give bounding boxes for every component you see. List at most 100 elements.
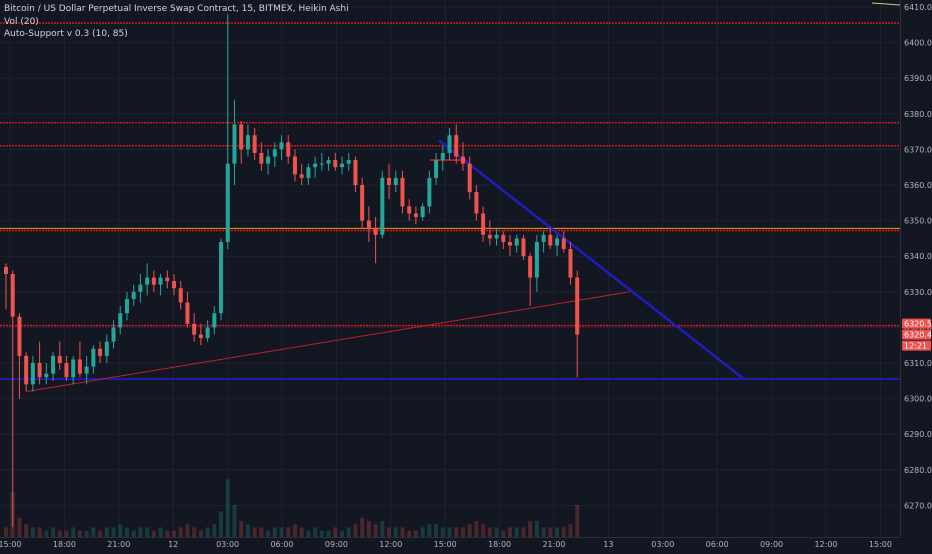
time-axis-tick-label: 12:00 bbox=[379, 540, 402, 549]
volume-bar bbox=[373, 524, 378, 537]
candle-body bbox=[4, 266, 8, 274]
volume-bar bbox=[51, 527, 56, 537]
time-axis[interactable]: 15:00 18:00 21:00 12 03:00 06:00 09:00 12:00 15:… bbox=[0, 537, 900, 550]
candle-body bbox=[151, 277, 156, 285]
price-axis-tick-label: 6370.0 bbox=[904, 145, 932, 154]
auto-support-indicator-label[interactable]: Auto-Support v 0.3 (10, 85) bbox=[4, 29, 128, 39]
time-axis-tick-label: 09:00 bbox=[760, 540, 783, 549]
candle-body bbox=[440, 152, 445, 161]
volume-bar bbox=[118, 524, 123, 537]
time-axis-tick-label: 18:00 bbox=[488, 540, 511, 549]
candle-body bbox=[467, 163, 472, 193]
candle-body bbox=[104, 341, 109, 356]
volume-bar bbox=[487, 527, 492, 537]
price-axis-background bbox=[900, 0, 932, 550]
volume-bar bbox=[131, 530, 136, 537]
candle-body bbox=[387, 177, 392, 185]
price-axis-tick-label: 6390.0 bbox=[904, 74, 932, 83]
candle-body bbox=[91, 348, 96, 367]
price-axis[interactable]: 6410.0 6400.0 6390.0 6380.0 6370.0 6360.0 6350… bbox=[900, 0, 932, 550]
candle-body bbox=[474, 192, 479, 214]
volume-bar bbox=[333, 527, 338, 537]
volume-bar bbox=[319, 530, 324, 537]
volume-bar bbox=[427, 524, 432, 537]
volume-bar bbox=[4, 527, 8, 537]
volume-bar bbox=[501, 530, 506, 537]
volume-indicator-label[interactable]: Vol (20) bbox=[4, 16, 39, 27]
volume-bar bbox=[245, 524, 250, 537]
candle-body bbox=[212, 313, 217, 328]
falling-trend-line bbox=[438, 139, 745, 380]
volume-bar bbox=[111, 527, 116, 537]
volume-bar bbox=[508, 527, 512, 537]
candle-body bbox=[44, 373, 49, 378]
candle-body bbox=[380, 177, 385, 235]
offscreen-indicator-line bbox=[871, 2, 901, 6]
candle-body bbox=[30, 363, 35, 385]
volume-bar bbox=[37, 527, 42, 537]
volume-bar bbox=[514, 527, 519, 537]
candle-body bbox=[145, 277, 150, 285]
price-axis-tick-label: 6380.0 bbox=[904, 110, 932, 119]
volume-bar bbox=[360, 517, 365, 537]
candle-body bbox=[225, 163, 230, 242]
candle-body bbox=[366, 220, 371, 228]
candle-body bbox=[319, 163, 324, 165]
candle-body bbox=[239, 124, 244, 150]
candle-body bbox=[259, 152, 264, 164]
candle-body bbox=[279, 142, 284, 150]
candle-body bbox=[555, 238, 560, 246]
candle-body bbox=[333, 160, 338, 168]
horizontal-levels[interactable] bbox=[0, 22, 900, 380]
candle-body bbox=[219, 241, 224, 314]
volume-bar bbox=[272, 527, 277, 537]
volume-bar bbox=[158, 527, 163, 537]
volume-bar bbox=[548, 527, 553, 537]
volume-bar bbox=[185, 524, 190, 537]
candle-body bbox=[447, 135, 452, 153]
volume-bar bbox=[57, 530, 62, 537]
candle-body bbox=[353, 160, 358, 185]
volume-bar bbox=[575, 505, 580, 537]
price-axis-tick-label: 6340.0 bbox=[904, 252, 932, 261]
time-axis-tick-label: 09:00 bbox=[325, 540, 348, 549]
price-axis-tick-label: 6290.0 bbox=[904, 430, 932, 439]
candle-body bbox=[64, 363, 69, 378]
price-axis-tick-label: 6410.0 bbox=[904, 3, 932, 12]
symbol-title[interactable]: Bitcoin / US Dollar Perpetual Inverse Sw… bbox=[4, 4, 349, 14]
volume-bar bbox=[528, 521, 533, 537]
price-axis-tick-label: 6360.0 bbox=[904, 181, 932, 190]
drawn-lines[interactable] bbox=[26, 2, 901, 392]
volume-bar bbox=[259, 527, 264, 537]
candle-body bbox=[460, 156, 465, 164]
candle-body bbox=[17, 316, 22, 356]
volume-bar bbox=[205, 527, 210, 537]
time-axis-tick-label: 12:00 bbox=[814, 540, 837, 549]
candle-body bbox=[454, 135, 459, 157]
volume-bar bbox=[467, 524, 472, 537]
candle-body bbox=[165, 277, 170, 282]
candle-body bbox=[198, 334, 203, 339]
candle-body bbox=[487, 234, 492, 239]
volume-bar bbox=[104, 527, 109, 537]
price-tag-label: 6320.4 bbox=[904, 331, 932, 340]
volume-bar bbox=[98, 530, 103, 537]
volume-bar bbox=[17, 517, 22, 537]
time-axis-tick-label: 12 bbox=[168, 540, 178, 549]
candle-body bbox=[568, 249, 573, 278]
time-axis-tick-label: 03:00 bbox=[651, 540, 674, 549]
candle-body bbox=[508, 241, 512, 246]
volume-bar bbox=[124, 527, 129, 537]
candle-body bbox=[98, 348, 103, 356]
volume-bar bbox=[138, 527, 143, 537]
price-tag-label: 6320.5 bbox=[904, 320, 932, 329]
candle-body bbox=[245, 135, 250, 150]
volume-bar bbox=[366, 521, 371, 537]
volume-bar bbox=[534, 521, 539, 537]
volume-bar bbox=[447, 527, 452, 537]
candle-body bbox=[541, 234, 546, 242]
price-tag-label: 12:21 bbox=[904, 342, 927, 351]
candle-body bbox=[393, 177, 398, 185]
